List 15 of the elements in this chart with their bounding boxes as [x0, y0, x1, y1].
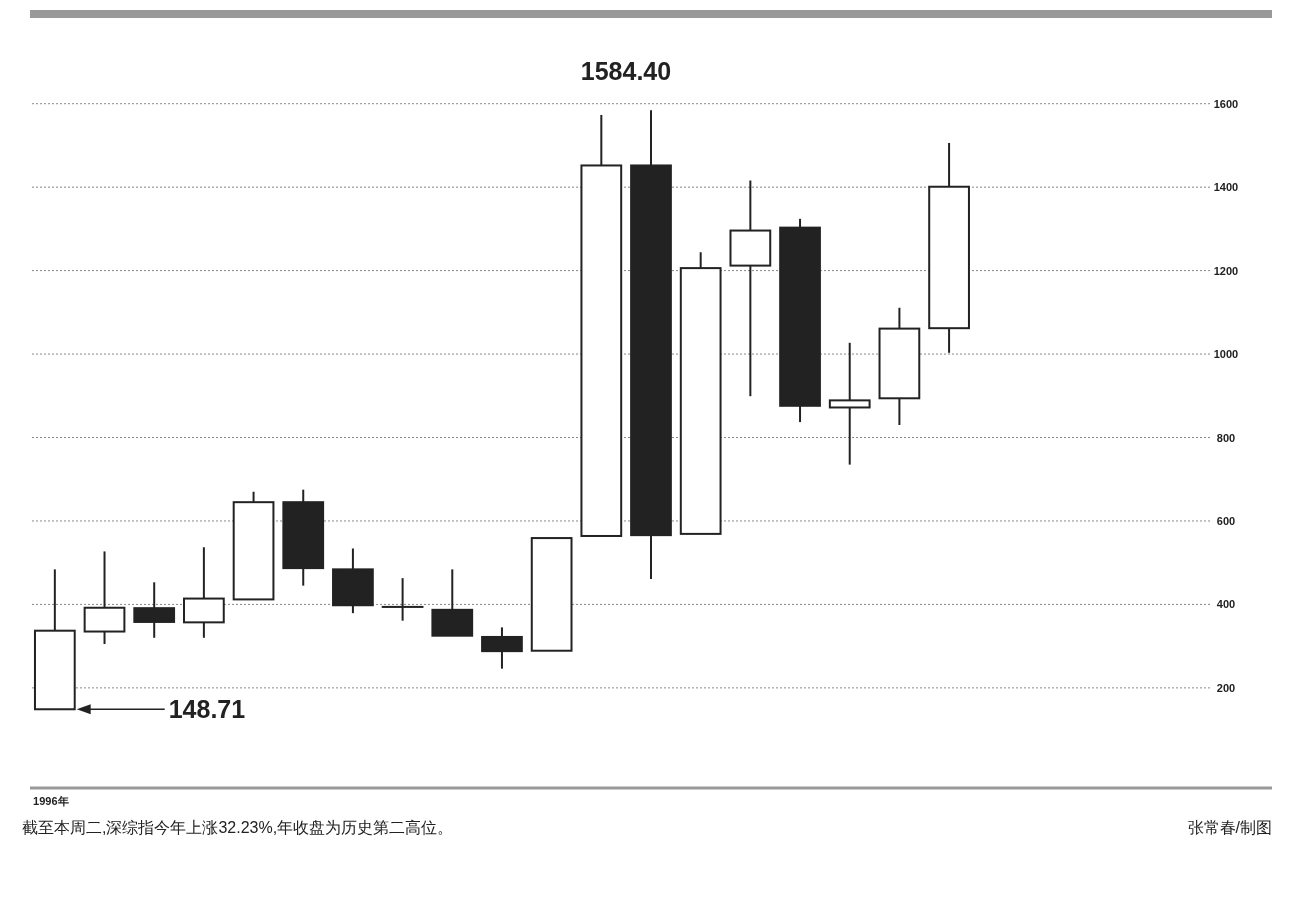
- x-tick-label: 1996年: [33, 795, 69, 807]
- y-tick-label: 1600: [1213, 97, 1239, 110]
- y-tick-label: 200: [1216, 681, 1236, 694]
- candlestick: [381, 577, 424, 622]
- y-tick-label: 800: [1216, 431, 1236, 444]
- y-tick-label: 600: [1216, 514, 1236, 527]
- y-tick-label: 400: [1216, 598, 1236, 611]
- candlestick: [828, 341, 871, 466]
- y-tick-label: 1400: [1213, 181, 1239, 194]
- y-tick-label: 1200: [1213, 264, 1239, 277]
- y-tick-label: 1000: [1213, 348, 1239, 361]
- text: 张常春/制图: [1187, 819, 1272, 836]
- annotation: 148.71: [168, 695, 246, 724]
- annotation: 1584.40: [580, 57, 672, 86]
- text: 截至本周二,深综指今年上涨32.23%,年收盘为历史第二高位。: [22, 819, 454, 836]
